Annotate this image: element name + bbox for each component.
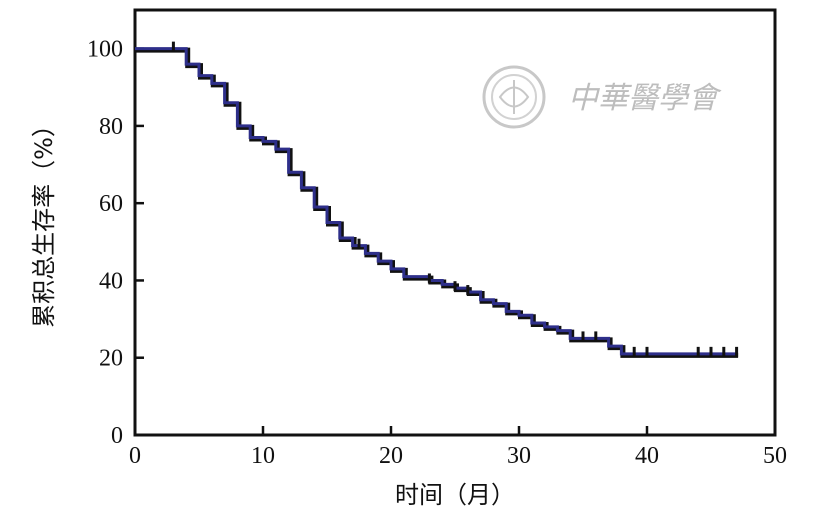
series-line [135, 47, 737, 356]
x-tick-label: 10 [251, 443, 275, 469]
y-tick-label: 80 [99, 114, 123, 140]
seal-logo [482, 65, 546, 129]
x-tick-label: 40 [635, 443, 659, 469]
x-tick-label: 20 [379, 443, 403, 469]
y-tick-label: 20 [99, 346, 123, 372]
y-tick-label: 60 [99, 191, 123, 217]
y-tick-label: 40 [99, 268, 123, 294]
x-tick-label: 30 [507, 443, 531, 469]
watermark: 中華醫學會 [482, 65, 722, 129]
y-axis-title: 累积总生存率（%） [30, 113, 58, 328]
x-tick-label: 50 [763, 443, 787, 469]
plot-frame [133, 8, 777, 437]
watermark-text: 中華醫學會 [568, 81, 722, 116]
y-tick-label: 100 [87, 37, 123, 63]
x-tick-label: 0 [129, 443, 141, 469]
y-tick-label: 0 [111, 423, 123, 449]
x-axis-title: 时间（月） [395, 481, 515, 509]
